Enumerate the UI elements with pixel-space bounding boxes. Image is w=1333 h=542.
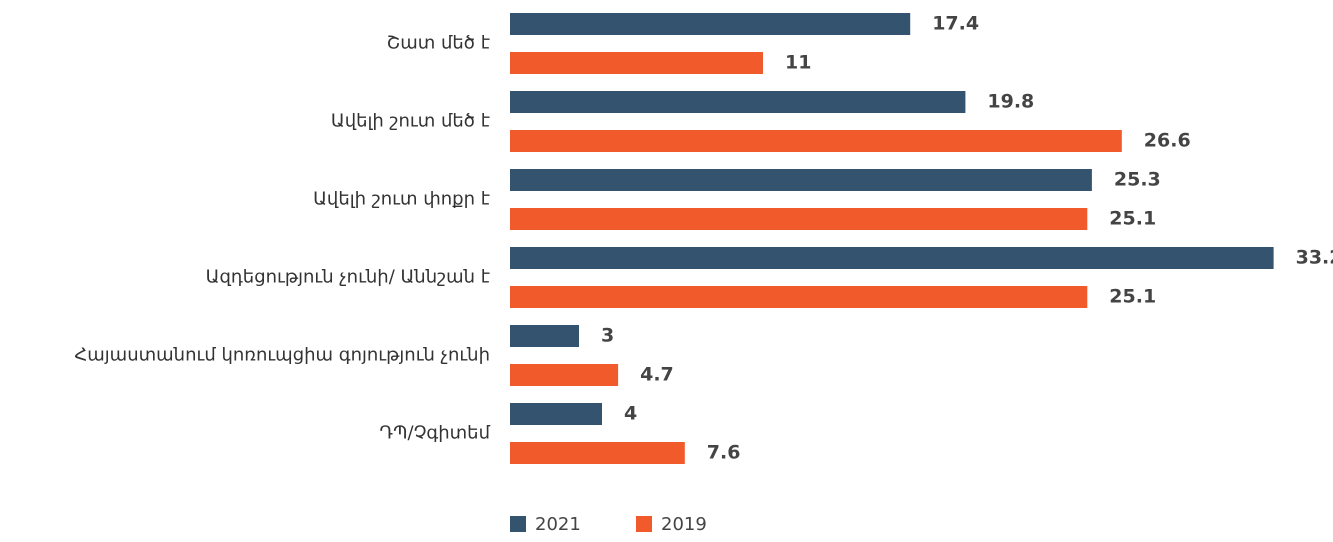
bar: [510, 403, 602, 425]
value-label: 4.7: [640, 364, 674, 386]
bar: [510, 325, 579, 347]
value-label: 26.6: [1144, 130, 1191, 152]
bar: [510, 13, 911, 35]
legend-swatch: [510, 516, 526, 532]
value-label: 19.8: [987, 91, 1034, 113]
category-label: ԴՊ/Չգիտեմ: [380, 423, 491, 444]
bar: [510, 442, 685, 464]
legend-swatch: [636, 516, 652, 532]
category-label: Շատ մեծ է: [387, 33, 490, 54]
bar: [510, 91, 966, 113]
bar: [510, 364, 619, 386]
bar: [510, 247, 1274, 269]
value-label: 25.3: [1114, 169, 1161, 191]
value-label: 25.1: [1109, 286, 1156, 308]
category-label: Ավելի շուտ փոքր է: [313, 189, 490, 210]
value-label: 3: [601, 325, 614, 347]
value-label: 4: [624, 403, 637, 425]
value-label: 25.1: [1109, 208, 1156, 230]
bar: [510, 169, 1092, 191]
bar: [510, 52, 763, 74]
category-label: Ազդեցություն չունի/ Աննշան է: [206, 267, 490, 288]
legend-label: 2019: [661, 514, 707, 535]
value-label: 11: [785, 52, 811, 74]
value-label: 17.4: [932, 13, 979, 35]
bar: [510, 130, 1122, 152]
value-label: 33.2: [1296, 247, 1333, 269]
value-label: 7.6: [707, 442, 741, 464]
bar: [510, 286, 1088, 308]
category-label: Հայաստանում կոռուպցիա գոյություն չունի: [74, 345, 490, 366]
bar: [510, 208, 1088, 230]
category-label: Ավելի շուտ մեծ է: [331, 111, 490, 132]
legend-label: 2021: [535, 514, 581, 535]
